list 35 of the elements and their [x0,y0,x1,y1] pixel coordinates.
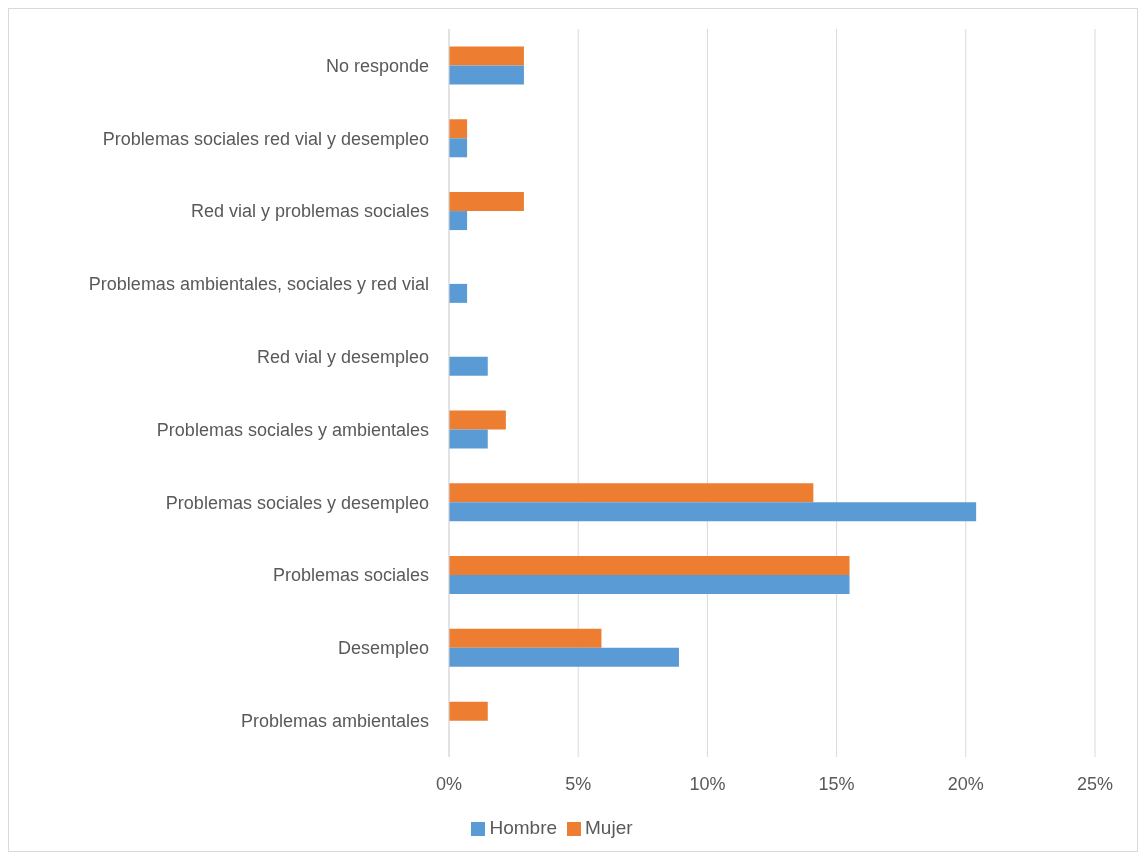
x-tick-label: 25% [1076,773,1114,794]
x-tick-label: 15% [818,773,855,794]
bar [449,575,850,595]
bar [449,192,524,212]
bar [449,356,488,376]
bar [449,647,679,667]
legend-label: Hombre [489,817,558,838]
y-tick-label: Problemas sociales [272,565,429,586]
bar [449,46,524,66]
y-tick-label: Problemas sociales y ambientales [156,419,429,440]
y-tick-label: Desempleo [337,638,429,659]
x-tick-label: 10% [689,773,726,794]
bar [449,283,468,303]
bar [449,502,977,522]
y-tick-label: Problemas sociales red vial y desempleo [102,128,429,149]
bar [449,429,488,449]
bar [449,410,506,430]
bar [449,65,524,85]
y-tick-label: Problemas sociales y desempleo [165,492,429,513]
bar [449,211,468,231]
y-tick-label: No responde [325,55,429,76]
bar [449,628,602,648]
legend-label: Mujer [585,817,633,838]
bar [449,556,850,576]
x-tick-label: 20% [947,773,984,794]
y-tick-label: Red vial y problemas sociales [190,201,429,222]
bar [449,483,814,503]
x-tick-label: 5% [565,773,592,794]
y-tick-label: Problemas ambientales [240,710,429,731]
y-tick-label: Problemas ambientales, sociales y red vial [88,274,429,295]
bar [449,138,468,158]
bar [449,701,488,721]
bar [449,119,468,139]
y-tick-label: Red vial y desempleo [256,346,429,367]
x-tick-label: 0% [435,773,463,794]
